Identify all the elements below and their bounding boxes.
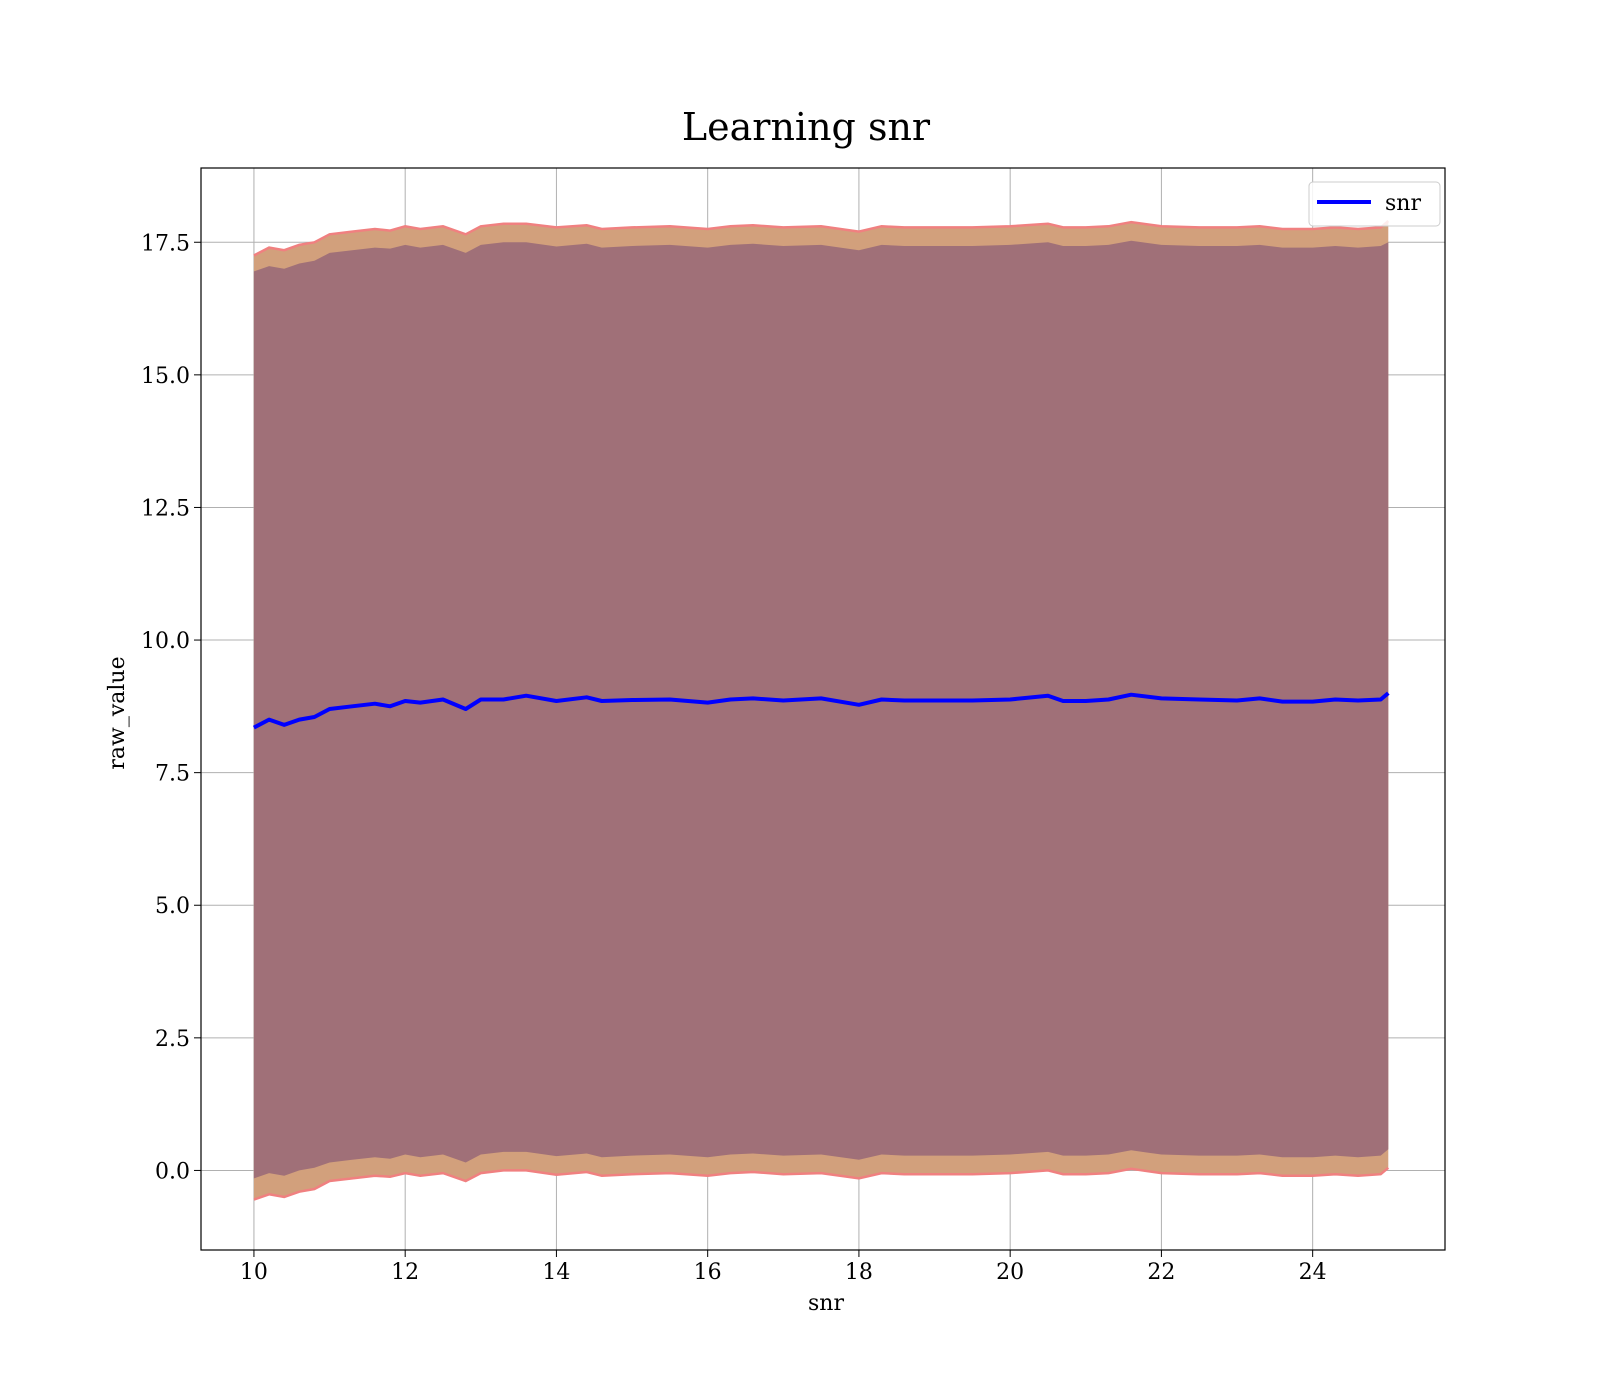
x-axis-label: snr <box>808 1291 844 1316</box>
y-tick-label: 7.5 <box>155 762 190 787</box>
series-line-snr <box>252 691 1390 730</box>
y-tick-label: 0.0 <box>155 1159 190 1184</box>
y-tick-label: 10.0 <box>141 629 190 654</box>
plot-area-frame <box>200 167 1446 1251</box>
outer-lower-edge-line <box>253 1166 1390 1201</box>
y-axis-ticks: 0.0 2.5 5.0 7.5 10.0 12.5 15.0 17.5 <box>141 231 201 1184</box>
legend-label-snr: snr <box>1385 191 1421 216</box>
x-tick-label: 16 <box>694 1260 722 1285</box>
y-axis-label: raw_value <box>105 656 130 769</box>
y-tick-label: 5.0 <box>155 894 190 919</box>
x-tick-label: 12 <box>391 1260 419 1285</box>
x-axis-ticks: 10 12 14 16 18 20 22 24 <box>240 1250 1327 1285</box>
outer-upper-edge-line <box>253 220 1390 257</box>
y-tick-label: 2.5 <box>155 1027 190 1052</box>
legend: snr <box>1308 181 1441 227</box>
x-tick-label: 22 <box>1147 1260 1175 1285</box>
x-tick-label: 18 <box>845 1260 873 1285</box>
legend-box <box>1308 181 1441 227</box>
x-tick-label: 10 <box>240 1260 268 1285</box>
inner-band-area <box>253 240 1389 1179</box>
y-tick-label: 12.5 <box>141 496 190 521</box>
chart-title: Learning snr <box>682 105 931 149</box>
confidence-bands <box>253 220 1390 1201</box>
x-tick-label: 14 <box>542 1260 570 1285</box>
x-tick-label: 24 <box>1299 1260 1327 1285</box>
y-tick-label: 17.5 <box>141 231 190 256</box>
y-tick-label: 15.0 <box>141 364 190 389</box>
x-tick-label: 20 <box>996 1260 1024 1285</box>
